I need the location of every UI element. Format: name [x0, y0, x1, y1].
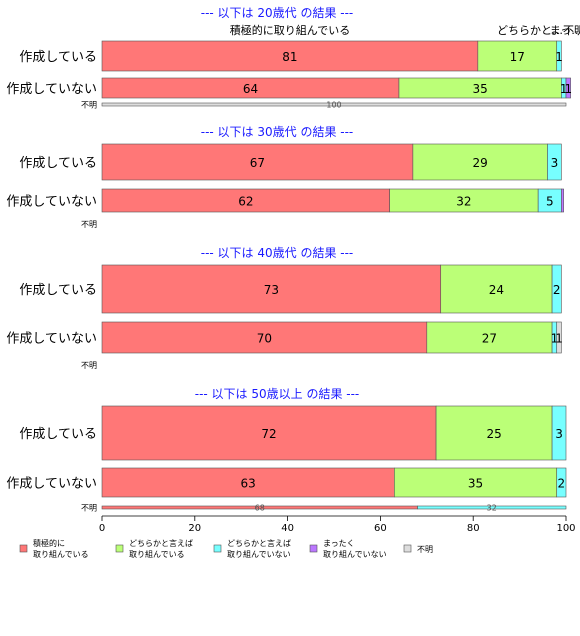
bar-segment	[101, 405, 437, 461]
bar-segment	[101, 264, 442, 314]
legend-label: どちらかと言えば	[227, 538, 291, 548]
legend-swatch	[115, 544, 124, 553]
row-label: 作成している	[19, 156, 97, 171]
group-title: --- 以下は 20歳代 の結果 ---	[201, 6, 354, 20]
bar-segment	[101, 102, 567, 107]
data-label: 72	[261, 427, 276, 441]
bar-segment	[101, 40, 479, 72]
data-label: 63	[241, 477, 256, 491]
bar-segment	[435, 405, 553, 461]
bar-segment	[101, 321, 428, 354]
legend-label: まったく	[323, 539, 355, 548]
data-label: 2	[558, 477, 566, 491]
bar-segment	[394, 467, 558, 498]
column-header-label: 不明	[563, 24, 580, 37]
data-label: 100	[326, 101, 341, 110]
data-label: 17	[510, 50, 525, 64]
x-axis-tick-label: 0	[99, 523, 105, 534]
legend-swatch	[19, 544, 28, 553]
row-label: 作成している	[19, 427, 97, 442]
x-axis-tick-label: 100	[556, 523, 575, 534]
data-label: 1	[564, 82, 572, 96]
data-label: 3	[551, 156, 559, 170]
data-label: 35	[468, 477, 483, 491]
data-label: 68	[255, 504, 265, 513]
group-title: --- 以下は 50歳以上 の結果 ---	[195, 387, 360, 401]
bar-segment	[426, 321, 553, 354]
legend-label: 取り組んでいる	[33, 549, 89, 559]
data-label: 5	[546, 195, 554, 209]
column-header-label: 積極的に取り組んでいる	[230, 23, 350, 37]
row-label: 不明	[81, 361, 97, 370]
bar-segment	[417, 505, 567, 510]
column-header-label: まっ…	[550, 24, 580, 37]
data-label: 35	[473, 82, 488, 96]
bar-segment	[556, 467, 567, 498]
row-label: 作成していない	[6, 332, 97, 347]
row-label: 不明	[81, 504, 97, 513]
data-label: 1	[551, 332, 559, 346]
legend-label: 取り組んでいない	[227, 549, 291, 559]
data-label: 1	[555, 50, 563, 64]
row-label: 不明	[81, 101, 97, 110]
x-axis-tick-label: 80	[467, 523, 480, 534]
column-header-label: どちらかと…	[497, 24, 563, 37]
x-axis-tick-label: 60	[374, 523, 387, 534]
bar-segment	[565, 77, 571, 99]
row-label: 作成していない	[6, 477, 97, 492]
data-label: 62	[238, 195, 253, 209]
bar-segment	[561, 188, 564, 213]
data-label: 32	[456, 195, 471, 209]
data-label: 27	[482, 332, 497, 346]
bar-segment	[551, 264, 562, 314]
data-label: 81	[282, 50, 297, 64]
row-label: 作成していない	[6, 195, 97, 210]
legend-label: 取り組んでいる	[129, 549, 185, 559]
bar-segment	[551, 405, 567, 461]
data-label: 3	[555, 427, 563, 441]
legend-swatch	[213, 544, 222, 553]
group-title: --- 以下は 40歳代 の結果 ---	[201, 246, 354, 260]
row-label: 不明	[81, 220, 97, 229]
bar-segment	[547, 143, 562, 181]
legend-label: 取り組んでいない	[323, 549, 387, 559]
data-label: 1	[560, 82, 568, 96]
data-label: 70	[257, 332, 272, 346]
bar-segment	[556, 321, 562, 354]
data-label: 64	[243, 82, 258, 96]
row-label: 作成していない	[6, 82, 97, 97]
row-label: 作成している	[19, 50, 97, 65]
bar-segment	[556, 40, 562, 72]
group-title: --- 以下は 30歳代 の結果 ---	[201, 125, 354, 139]
bar-segment	[412, 143, 548, 181]
legend-swatch	[309, 544, 318, 553]
data-label: 25	[486, 427, 501, 441]
data-label: 24	[489, 283, 504, 297]
data-label: 2	[553, 283, 561, 297]
legend-label: 不明	[417, 545, 433, 554]
data-label: 73	[264, 283, 279, 297]
data-label: 32	[487, 504, 497, 513]
data-label: 1	[555, 332, 563, 346]
legend-label: どちらかと言えば	[129, 538, 193, 548]
bar-segment	[440, 264, 553, 314]
legend-label: 積極的に	[33, 538, 65, 548]
x-axis-tick-label: 40	[281, 523, 294, 534]
x-axis-tick-label: 20	[188, 523, 201, 534]
row-label: 作成している	[19, 283, 97, 298]
data-label: 29	[473, 156, 488, 170]
legend-swatch	[403, 544, 412, 553]
data-label: 67	[250, 156, 265, 170]
bar-segment	[101, 143, 414, 181]
